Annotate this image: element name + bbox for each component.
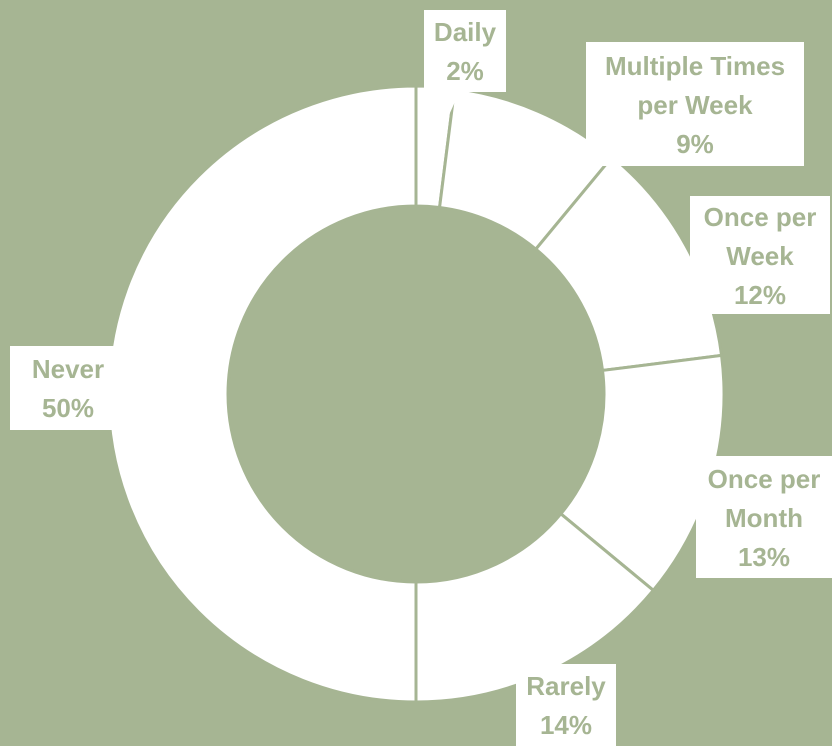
label-value: 2%: [446, 56, 484, 86]
data-label: Once per Month 13%: [696, 456, 832, 578]
label-value: 50%: [41, 393, 95, 423]
data-label: Multiple Times per Week 9%: [586, 42, 804, 166]
data-label: Rarely 14%: [516, 664, 616, 746]
label-value: 9%: [676, 128, 714, 159]
label-name: Rarely: [526, 671, 606, 701]
data-label: Once per Week 12%: [690, 196, 830, 314]
label-value: 12%: [733, 279, 787, 310]
data-label: Never 50%: [10, 346, 126, 430]
label-name: Multiple Times per Week: [604, 50, 786, 120]
label-name: Once per Month: [707, 463, 821, 533]
label-name: Never: [31, 354, 105, 384]
label-name: Once per Week: [703, 201, 817, 271]
label-name: Daily: [433, 17, 497, 47]
label-value: 14%: [539, 710, 593, 740]
label-value: 13%: [737, 541, 791, 572]
donut-slice: [106, 84, 418, 704]
data-label: Daily 2%: [424, 10, 506, 92]
